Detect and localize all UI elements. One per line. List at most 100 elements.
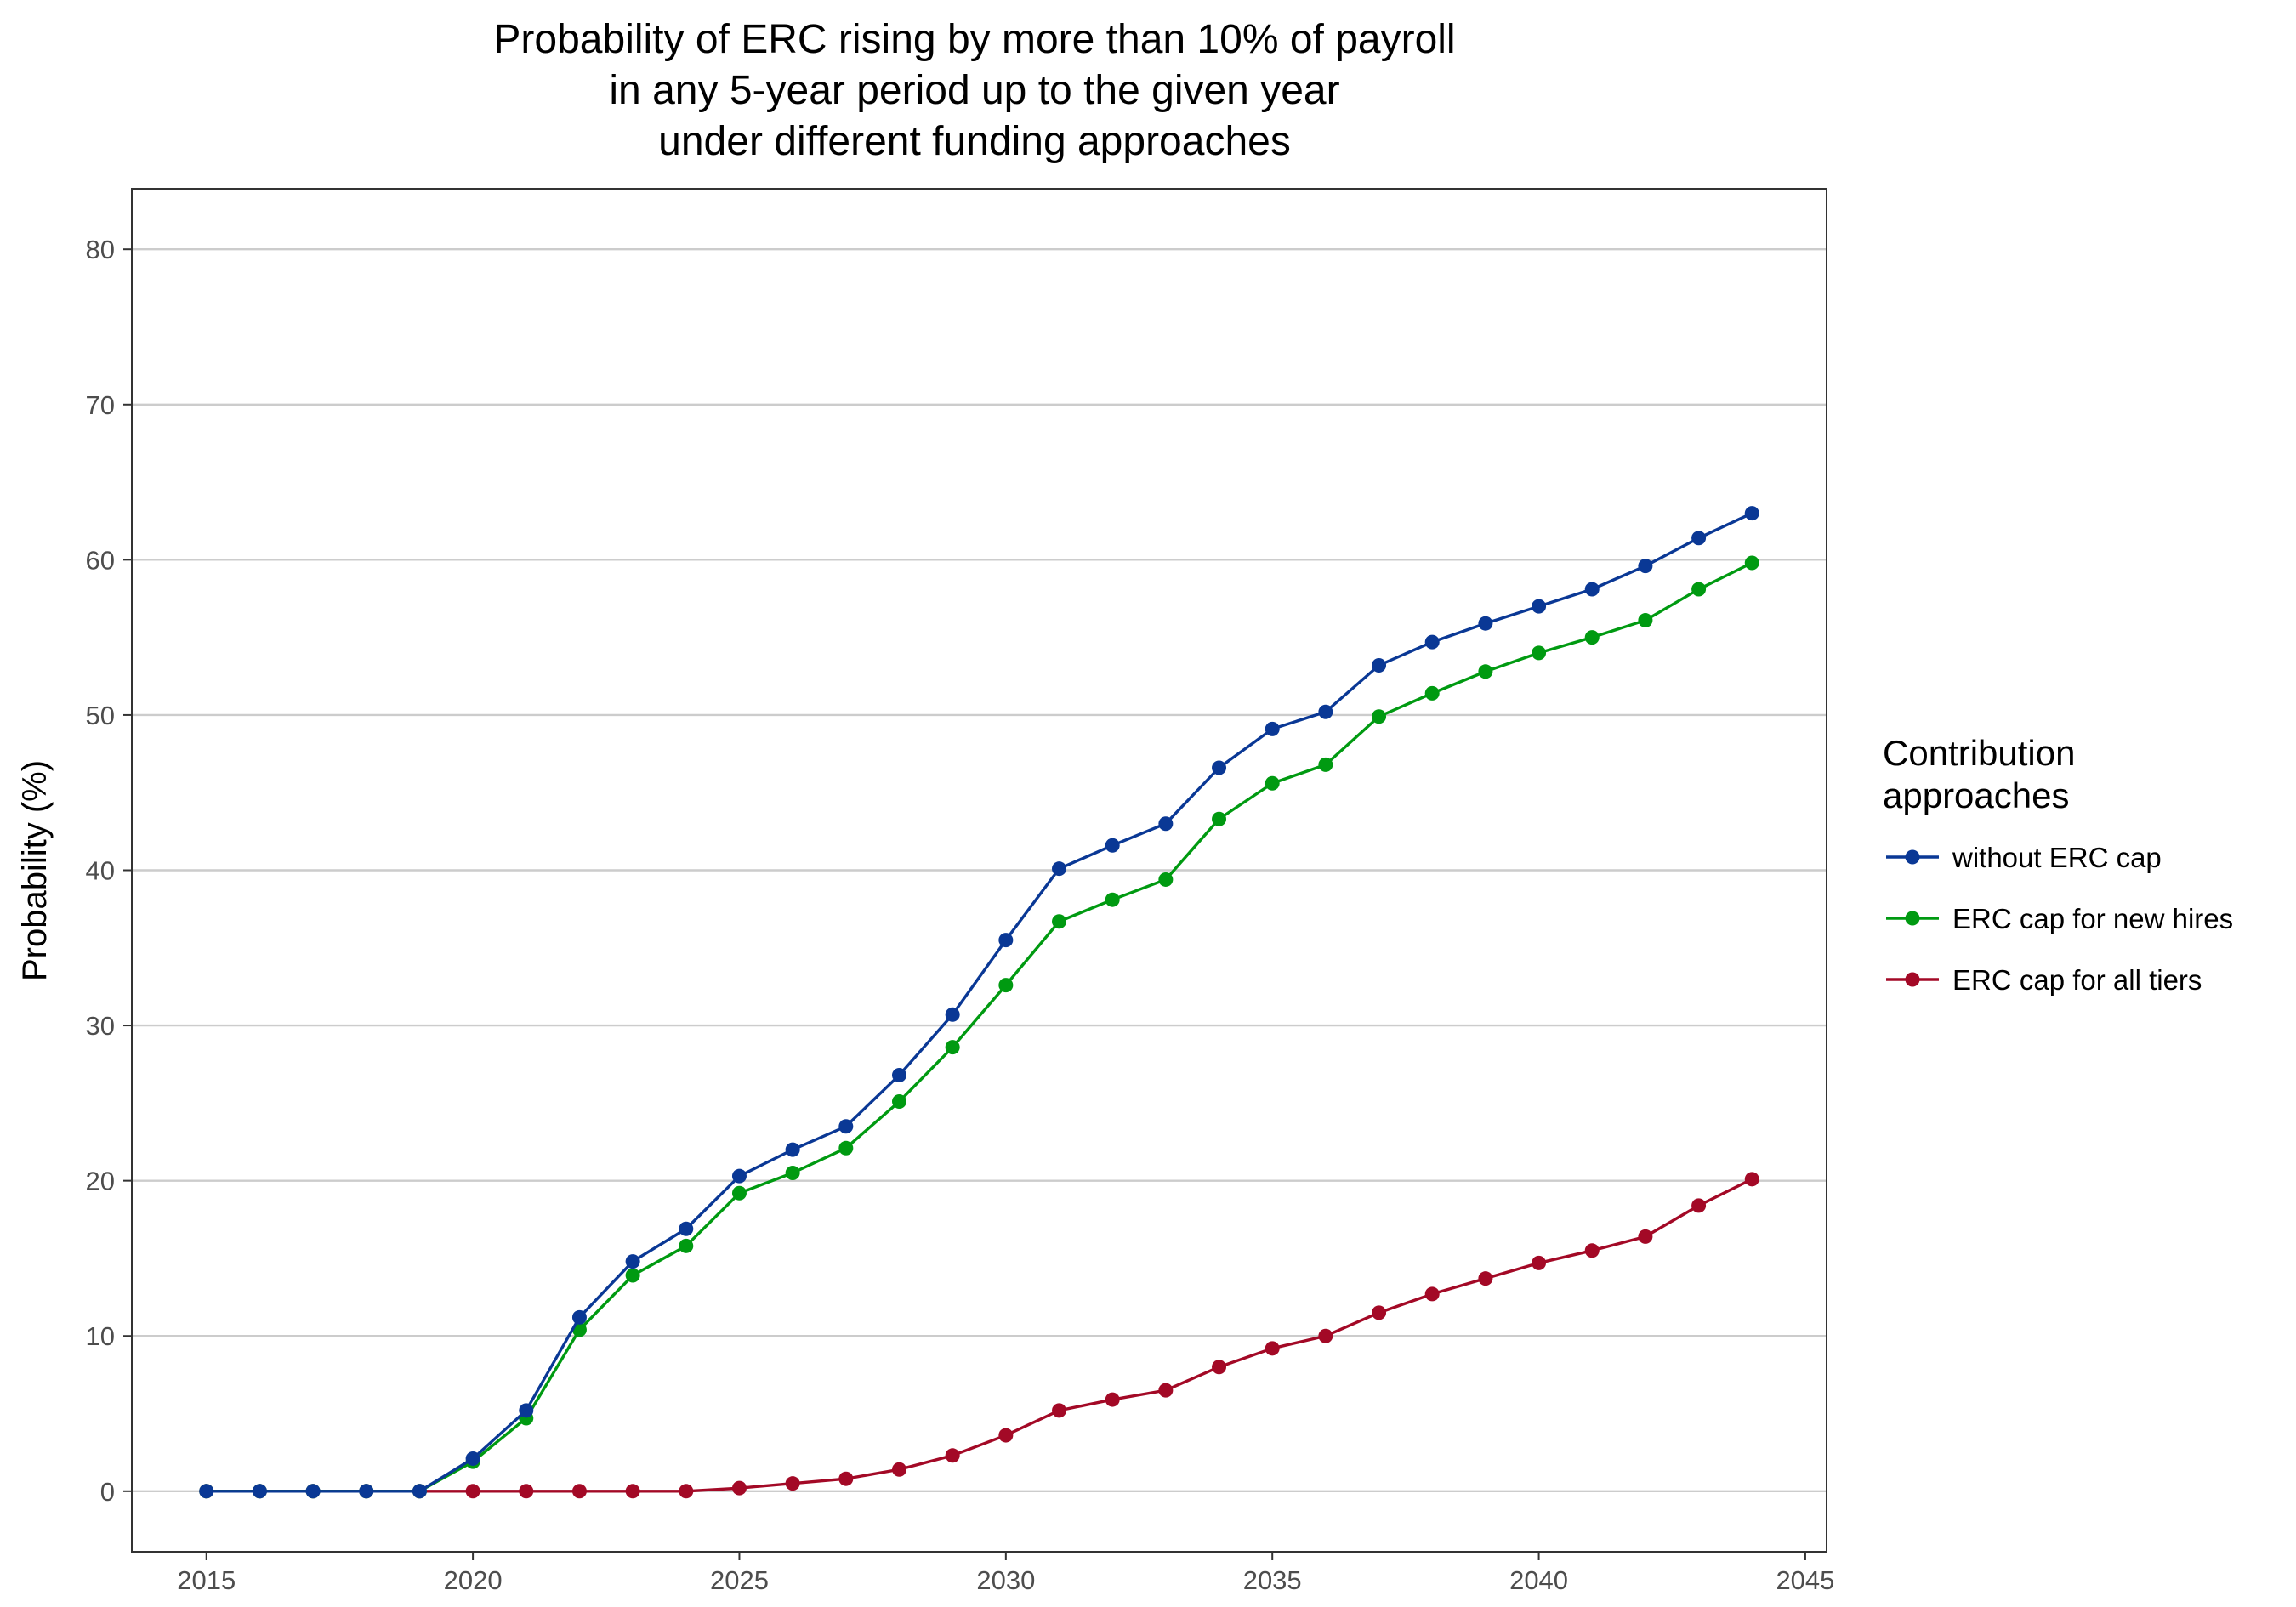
point-erc-cap-for-all-tiers-2039 — [1478, 1271, 1493, 1286]
x-tick-label-0: 2015 — [177, 1565, 236, 1595]
legend-item-without-erc-cap: without ERC cap — [1886, 842, 2162, 873]
point-erc-cap-for-all-tiers-2040 — [1532, 1255, 1547, 1270]
series-erc-cap-for-new-hires — [199, 555, 1759, 1499]
point-without-erc-cap-2039 — [1478, 616, 1493, 631]
x-tick-label-4: 2035 — [1243, 1565, 1302, 1595]
point-without-erc-cap-2025 — [731, 1168, 747, 1184]
y-tick-label-3: 30 — [86, 1011, 115, 1041]
point-erc-cap-for-new-hires-2024 — [679, 1238, 694, 1253]
point-erc-cap-for-all-tiers-2024 — [679, 1484, 694, 1499]
y-tick-label-4: 40 — [86, 856, 115, 886]
point-without-erc-cap-2026 — [785, 1142, 800, 1157]
point-erc-cap-for-new-hires-2040 — [1532, 645, 1547, 661]
point-erc-cap-for-new-hires-2036 — [1318, 757, 1333, 772]
chart-title-line-1: Probability of ERC rising by more than 1… — [493, 17, 1455, 62]
point-erc-cap-for-new-hires-2041 — [1584, 630, 1600, 645]
point-erc-cap-for-new-hires-2044 — [1744, 555, 1759, 571]
legend: Contribution approaches without ERC cap E… — [1883, 733, 2233, 996]
point-erc-cap-for-new-hires-2043 — [1691, 582, 1707, 597]
x-tick-label-2: 2025 — [710, 1565, 769, 1595]
x-tick-label-3: 2030 — [976, 1565, 1035, 1595]
legend-key-point-without-erc-cap — [1905, 849, 1920, 865]
point-without-erc-cap-2032 — [1105, 838, 1120, 853]
point-without-erc-cap-2022 — [571, 1309, 587, 1325]
point-without-erc-cap-2034 — [1212, 760, 1227, 775]
point-without-erc-cap-2020 — [465, 1451, 480, 1466]
point-erc-cap-for-all-tiers-2044 — [1744, 1172, 1759, 1187]
point-without-erc-cap-2023 — [625, 1254, 640, 1269]
point-erc-cap-for-new-hires-2026 — [785, 1166, 800, 1181]
point-without-erc-cap-2015 — [199, 1484, 214, 1499]
chart-title: Probability of ERC rising by more than 1… — [493, 17, 1455, 164]
legend-key-point-erc-cap-for-all-tiers — [1905, 972, 1920, 987]
point-without-erc-cap-2016 — [252, 1484, 267, 1499]
point-without-erc-cap-2037 — [1372, 658, 1387, 673]
point-without-erc-cap-2017 — [305, 1484, 321, 1499]
legend-item-erc-cap-for-all-tiers: ERC cap for all tiers — [1886, 964, 2202, 996]
y-tick-label-8: 80 — [86, 235, 115, 264]
series-line-without-erc-cap — [205, 511, 1753, 1493]
x-tick-label-1: 2020 — [444, 1565, 503, 1595]
point-without-erc-cap-2033 — [1158, 816, 1174, 832]
series-line-erc-cap-for-all-tiers — [205, 1178, 1753, 1493]
legend-item-erc-cap-for-new-hires: ERC cap for new hires — [1886, 903, 2233, 934]
point-erc-cap-for-new-hires-2029 — [945, 1040, 960, 1055]
point-without-erc-cap-2024 — [679, 1221, 694, 1236]
point-erc-cap-for-all-tiers-2043 — [1691, 1198, 1707, 1213]
point-erc-cap-for-new-hires-2030 — [998, 978, 1014, 993]
point-without-erc-cap-2035 — [1265, 721, 1280, 736]
point-erc-cap-for-new-hires-2035 — [1265, 775, 1280, 791]
point-without-erc-cap-2036 — [1318, 704, 1333, 719]
point-erc-cap-for-new-hires-2031 — [1052, 914, 1067, 929]
y-axis-label: Probability (%) — [16, 760, 54, 981]
point-erc-cap-for-new-hires-2038 — [1424, 685, 1440, 701]
legend-title-line-1: Contribution — [1883, 733, 2075, 773]
point-erc-cap-for-all-tiers-2025 — [731, 1480, 747, 1496]
point-erc-cap-for-new-hires-2042 — [1638, 613, 1653, 628]
point-erc-cap-for-new-hires-2034 — [1212, 811, 1227, 826]
x-tick-label-5: 2040 — [1509, 1565, 1568, 1595]
point-erc-cap-for-all-tiers-2028 — [891, 1462, 906, 1477]
point-erc-cap-for-all-tiers-2042 — [1638, 1229, 1653, 1244]
point-erc-cap-for-all-tiers-2038 — [1424, 1286, 1440, 1302]
point-erc-cap-for-all-tiers-2041 — [1584, 1243, 1600, 1258]
point-erc-cap-for-all-tiers-2023 — [625, 1484, 640, 1499]
y-tick-label-1: 10 — [86, 1321, 115, 1351]
series-line-erc-cap-for-new-hires — [205, 561, 1753, 1493]
point-erc-cap-for-all-tiers-2027 — [838, 1471, 854, 1486]
point-without-erc-cap-2044 — [1744, 506, 1759, 521]
legend-items: without ERC cap ERC cap for new hires ERC … — [1886, 842, 2233, 996]
point-erc-cap-for-new-hires-2039 — [1478, 664, 1493, 679]
point-without-erc-cap-2043 — [1691, 531, 1707, 546]
y-tick-label-2: 20 — [86, 1167, 115, 1196]
series-layer — [199, 506, 1759, 1499]
point-without-erc-cap-2028 — [891, 1067, 906, 1082]
legend-label-erc-cap-for-all-tiers: ERC cap for all tiers — [1952, 964, 2202, 996]
point-erc-cap-for-all-tiers-2020 — [465, 1484, 480, 1499]
point-erc-cap-for-new-hires-2025 — [731, 1185, 747, 1201]
legend-label-erc-cap-for-new-hires: ERC cap for new hires — [1952, 903, 2233, 934]
point-erc-cap-for-all-tiers-2032 — [1105, 1392, 1120, 1407]
point-without-erc-cap-2038 — [1424, 634, 1440, 650]
point-erc-cap-for-all-tiers-2029 — [945, 1448, 960, 1463]
y-tick-label-7: 70 — [86, 390, 115, 420]
legend-label-without-erc-cap: without ERC cap — [1952, 842, 2162, 873]
point-erc-cap-for-all-tiers-2033 — [1158, 1383, 1174, 1398]
point-without-erc-cap-2042 — [1638, 559, 1653, 574]
point-without-erc-cap-2030 — [998, 933, 1014, 948]
point-erc-cap-for-new-hires-2023 — [625, 1268, 640, 1283]
gridlines — [132, 248, 1827, 1492]
point-without-erc-cap-2021 — [519, 1403, 534, 1418]
point-erc-cap-for-all-tiers-2037 — [1372, 1305, 1387, 1320]
legend-title-line-2: approaches — [1883, 775, 2070, 815]
x-tick-label-6: 2045 — [1776, 1565, 1834, 1595]
point-erc-cap-for-all-tiers-2022 — [571, 1484, 587, 1499]
point-erc-cap-for-new-hires-2032 — [1105, 892, 1120, 907]
point-erc-cap-for-new-hires-2027 — [838, 1140, 854, 1156]
point-erc-cap-for-new-hires-2037 — [1372, 709, 1387, 724]
point-without-erc-cap-2018 — [359, 1484, 374, 1499]
chart-title-line-3: under different funding approaches — [658, 119, 1291, 164]
chart-title-line-2: in any 5-year period up to the given yea… — [609, 68, 1339, 113]
